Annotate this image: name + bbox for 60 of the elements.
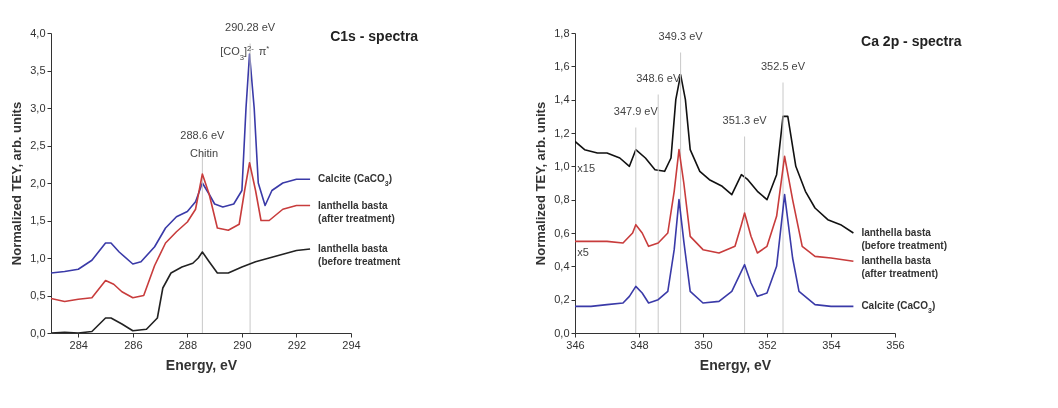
- chart-title: C1s - spectra: [330, 28, 419, 44]
- y-tick-label: 0,4: [554, 259, 570, 272]
- y-tick-label: 1,4: [554, 93, 570, 106]
- x-tick-label: 346: [566, 338, 585, 351]
- x-tick-label: 292: [287, 338, 307, 351]
- y-tick-label: 0,0: [30, 326, 46, 339]
- series-label: Ianthella basta (before treatment): [861, 227, 947, 251]
- y-tick-label: 2,5: [30, 139, 46, 151]
- annotation: x15: [577, 162, 596, 174]
- line-series: [51, 248, 311, 333]
- series-label: Calcite (CaCO$_{3}$): [318, 173, 393, 187]
- x-tick-label: 352: [758, 338, 777, 351]
- x-tick-label: 350: [694, 338, 713, 351]
- line-series: [575, 73, 855, 234]
- y-tick-label: 0,0: [554, 326, 570, 339]
- y-tick-label: 0,5: [30, 289, 46, 301]
- series-label: Calcite (CaCO$_{3}$): [861, 300, 936, 314]
- series-label: Ianthella basta (after treatment): [861, 255, 939, 280]
- ref-line-label: 349.3 eV: [658, 30, 704, 42]
- ref-line-label: 348.6 eV: [636, 72, 681, 84]
- y-tick-label: 3,0: [30, 101, 46, 114]
- x-tick-label: 294: [342, 338, 361, 351]
- annotation: Chitin: [189, 147, 219, 159]
- ref-line-label: 352.5 eV: [760, 60, 806, 72]
- y-tick-label: 2,0: [30, 176, 46, 189]
- x-tick-label: 356: [886, 338, 905, 351]
- x-tick-label: 354: [822, 338, 841, 351]
- y-tick-label: 0,8: [554, 193, 570, 206]
- y-axis-title: Normalized TEY, arb. units: [533, 101, 549, 266]
- line-series: [575, 148, 855, 263]
- x-axis-title: Energy, eV: [165, 356, 238, 373]
- series-label: Ianthella basta (before treatment: [318, 243, 401, 267]
- y-tick-label: 0,6: [554, 226, 570, 239]
- ref-line-label: 347.9 eV: [613, 105, 659, 117]
- annotation: π$^{*}$: [258, 43, 270, 57]
- line-series: [51, 161, 311, 303]
- y-tick-label: 1,8: [554, 26, 570, 39]
- series-label: Ianthella basta (after treatment): [318, 199, 395, 224]
- annotation: x5: [577, 246, 589, 258]
- y-tick-label: 1,0: [30, 251, 46, 264]
- x-tick-label: 284: [69, 338, 88, 351]
- y-tick-label: 0,2: [554, 293, 570, 306]
- x-axis-title: Energy, eV: [699, 356, 772, 373]
- chart-title: Ca 2p - spectra: [861, 33, 962, 49]
- y-tick-label: 1,6: [554, 59, 570, 72]
- x-tick-label: 290: [233, 338, 252, 351]
- line-series: [575, 193, 855, 308]
- y-axis-title: Normalized TEY, arb. units: [9, 101, 25, 266]
- x-tick-label: 348: [630, 338, 649, 351]
- ref-line-label: 290.28 eV: [225, 21, 276, 33]
- ref-line-label: 351.3 eV: [722, 114, 768, 126]
- y-tick-label: 1,5: [30, 214, 46, 226]
- x-tick-label: 286: [124, 338, 143, 351]
- y-tick-label: 4,0: [30, 26, 46, 39]
- y-tick-label: 1,0: [554, 159, 570, 172]
- y-tick-label: 1,2: [554, 126, 570, 139]
- x-tick-label: 288: [178, 338, 198, 351]
- annotation: [CO$_{3}$]$^{2-}$: [220, 43, 255, 62]
- y-tick-label: 3,5: [30, 64, 46, 76]
- ref-line-label: 288.6 eV: [180, 129, 226, 141]
